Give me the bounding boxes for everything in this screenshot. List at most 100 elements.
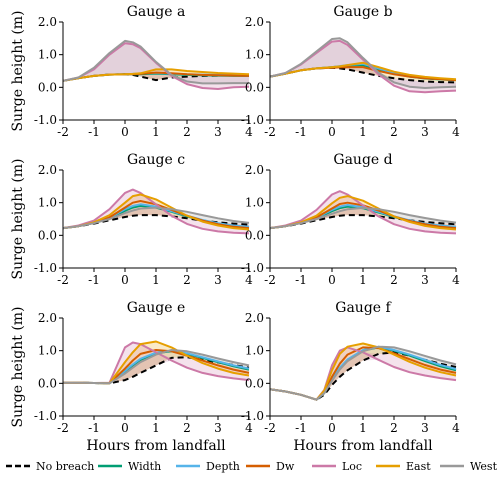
x-tick-label: 3	[421, 421, 429, 435]
x-tick-label: 1	[359, 125, 367, 139]
x-axis-label: Hours from landfall	[293, 438, 433, 454]
y-tick-label: 2.0	[245, 15, 264, 29]
panels: Gauge a -1.0 0.0 1.0 2.0 -2 -1 0 1 2 3 4 Surge heigh…	[10, 4, 460, 454]
x-tick-label: 0	[121, 421, 129, 435]
legend-label: Dw	[276, 460, 295, 473]
panel-gauge-f: Gauge f -1.0 0.0 1.0 2.0 -2 -1 0 1 2 3 4 Hours from …	[241, 300, 460, 454]
y-axis-label: Surge height (m)	[10, 10, 26, 131]
series-line-no-breach	[269, 351, 457, 401]
legend-item-width: Width	[98, 460, 161, 473]
x-tick-label: -1	[88, 421, 100, 435]
panel-gauge-a: Gauge a -1.0 0.0 1.0 2.0 -2 -1 0 1 2 3 4 Surge heigh…	[10, 4, 253, 139]
panel-title: Gauge f	[335, 300, 392, 316]
legend-item-depth: Depth	[176, 460, 240, 473]
x-tick-label: 0	[121, 125, 129, 139]
y-tick-label: 0.0	[38, 80, 57, 94]
series-line-east	[269, 61, 457, 81]
x-tick-label: 2	[183, 273, 191, 287]
x-tick-label: -1	[295, 125, 307, 139]
series-line-east	[62, 68, 250, 82]
x-tick-label: -2	[264, 421, 276, 435]
y-tick-label: 1.0	[38, 48, 57, 62]
legend-label: Width	[128, 460, 161, 473]
y-tick-label: -1.0	[241, 113, 264, 127]
y-tick-label: 1.0	[38, 196, 57, 210]
y-tick-label: 0.0	[245, 376, 264, 390]
band-east	[63, 341, 249, 384]
x-tick-label: 1	[152, 125, 160, 139]
x-tick-label: 2	[183, 125, 191, 139]
legend-label: Loc	[342, 460, 362, 473]
y-tick-label: 2.0	[38, 163, 57, 177]
y-tick-label: 2.0	[38, 311, 57, 325]
legend-label: East	[406, 460, 431, 473]
y-tick-label: 1.0	[245, 196, 264, 210]
x-tick-label: 4	[452, 273, 460, 287]
series-line-west	[62, 39, 249, 85]
x-tick-label: -1	[295, 273, 307, 287]
x-tick-label: 3	[421, 273, 429, 287]
x-tick-label: 0	[328, 125, 336, 139]
band-east	[270, 343, 456, 400]
panel-title: Gauge a	[127, 4, 186, 20]
x-tick-label: 1	[152, 273, 160, 287]
y-axis-label: Surge height (m)	[10, 306, 26, 427]
x-tick-label: 3	[214, 125, 222, 139]
x-tick-label: -1	[88, 125, 100, 139]
panel-title: Gauge b	[333, 4, 392, 20]
y-tick-label: 0.0	[245, 228, 264, 242]
band-loc	[63, 342, 249, 384]
panel-title: Gauge c	[127, 152, 185, 168]
y-tick-label: -1.0	[241, 261, 264, 275]
y-axis-label: Surge height (m)	[10, 158, 26, 279]
panel-gauge-b: Gauge b -1.0 0.0 1.0 2.0 -2 -1 0 1 2 3 4	[241, 4, 460, 139]
y-tick-label: 0.0	[245, 80, 264, 94]
band-loc	[270, 347, 456, 400]
legend-item-dw: Dw	[246, 460, 295, 473]
series-line-loc	[269, 190, 457, 235]
x-tick-label: 3	[214, 273, 222, 287]
x-tick-label: -1	[295, 421, 307, 435]
legend-label: No breach	[36, 460, 94, 473]
legend-item-east: East	[376, 460, 431, 473]
x-tick-label: 3	[421, 125, 429, 139]
legend-label: Depth	[206, 460, 240, 473]
legend-item-no-breach: No breach	[6, 460, 94, 473]
x-tick-label: -2	[57, 273, 69, 287]
band-west	[270, 346, 456, 400]
band-loc	[63, 43, 249, 89]
x-tick-label: 0	[328, 273, 336, 287]
y-tick-label: -1.0	[34, 409, 57, 423]
x-tick-label: -1	[88, 273, 100, 287]
x-axis-label: Hours from landfall	[86, 438, 226, 454]
y-tick-label: 2.0	[245, 311, 264, 325]
y-tick-label: 1.0	[38, 344, 57, 358]
series-line-west	[269, 37, 457, 89]
y-tick-label: 0.0	[38, 228, 57, 242]
x-tick-label: 2	[390, 125, 398, 139]
x-tick-label: 4	[245, 273, 253, 287]
x-tick-label: 4	[452, 421, 460, 435]
x-tick-label: 2	[390, 421, 398, 435]
x-tick-label: -2	[264, 125, 276, 139]
series-line-east	[269, 195, 457, 231]
y-tick-label: 1.0	[245, 344, 264, 358]
y-tick-label: -1.0	[34, 113, 57, 127]
x-tick-label: 1	[359, 273, 367, 287]
x-tick-label: 4	[452, 125, 460, 139]
x-tick-label: 4	[245, 125, 253, 139]
x-tick-label: -2	[264, 273, 276, 287]
series-line-west	[269, 345, 457, 401]
x-tick-label: -2	[57, 125, 69, 139]
x-tick-label: 3	[214, 421, 222, 435]
y-tick-label: 1.0	[245, 48, 264, 62]
y-tick-label: -1.0	[241, 409, 264, 423]
x-tick-label: 0	[328, 421, 336, 435]
panel-gauge-e: Gauge e -1.0 0.0 1.0 2.0 -2 -1 0 1 2 3 4 Surge heigh…	[10, 300, 253, 454]
x-tick-label: 4	[245, 421, 253, 435]
series-line-west	[63, 349, 250, 385]
panel-gauge-d: Gauge d -1.0 0.0 1.0 2.0 -2 -1 0 1 2 3 4	[241, 152, 460, 287]
x-tick-label: 1	[359, 421, 367, 435]
band-west	[270, 207, 456, 229]
